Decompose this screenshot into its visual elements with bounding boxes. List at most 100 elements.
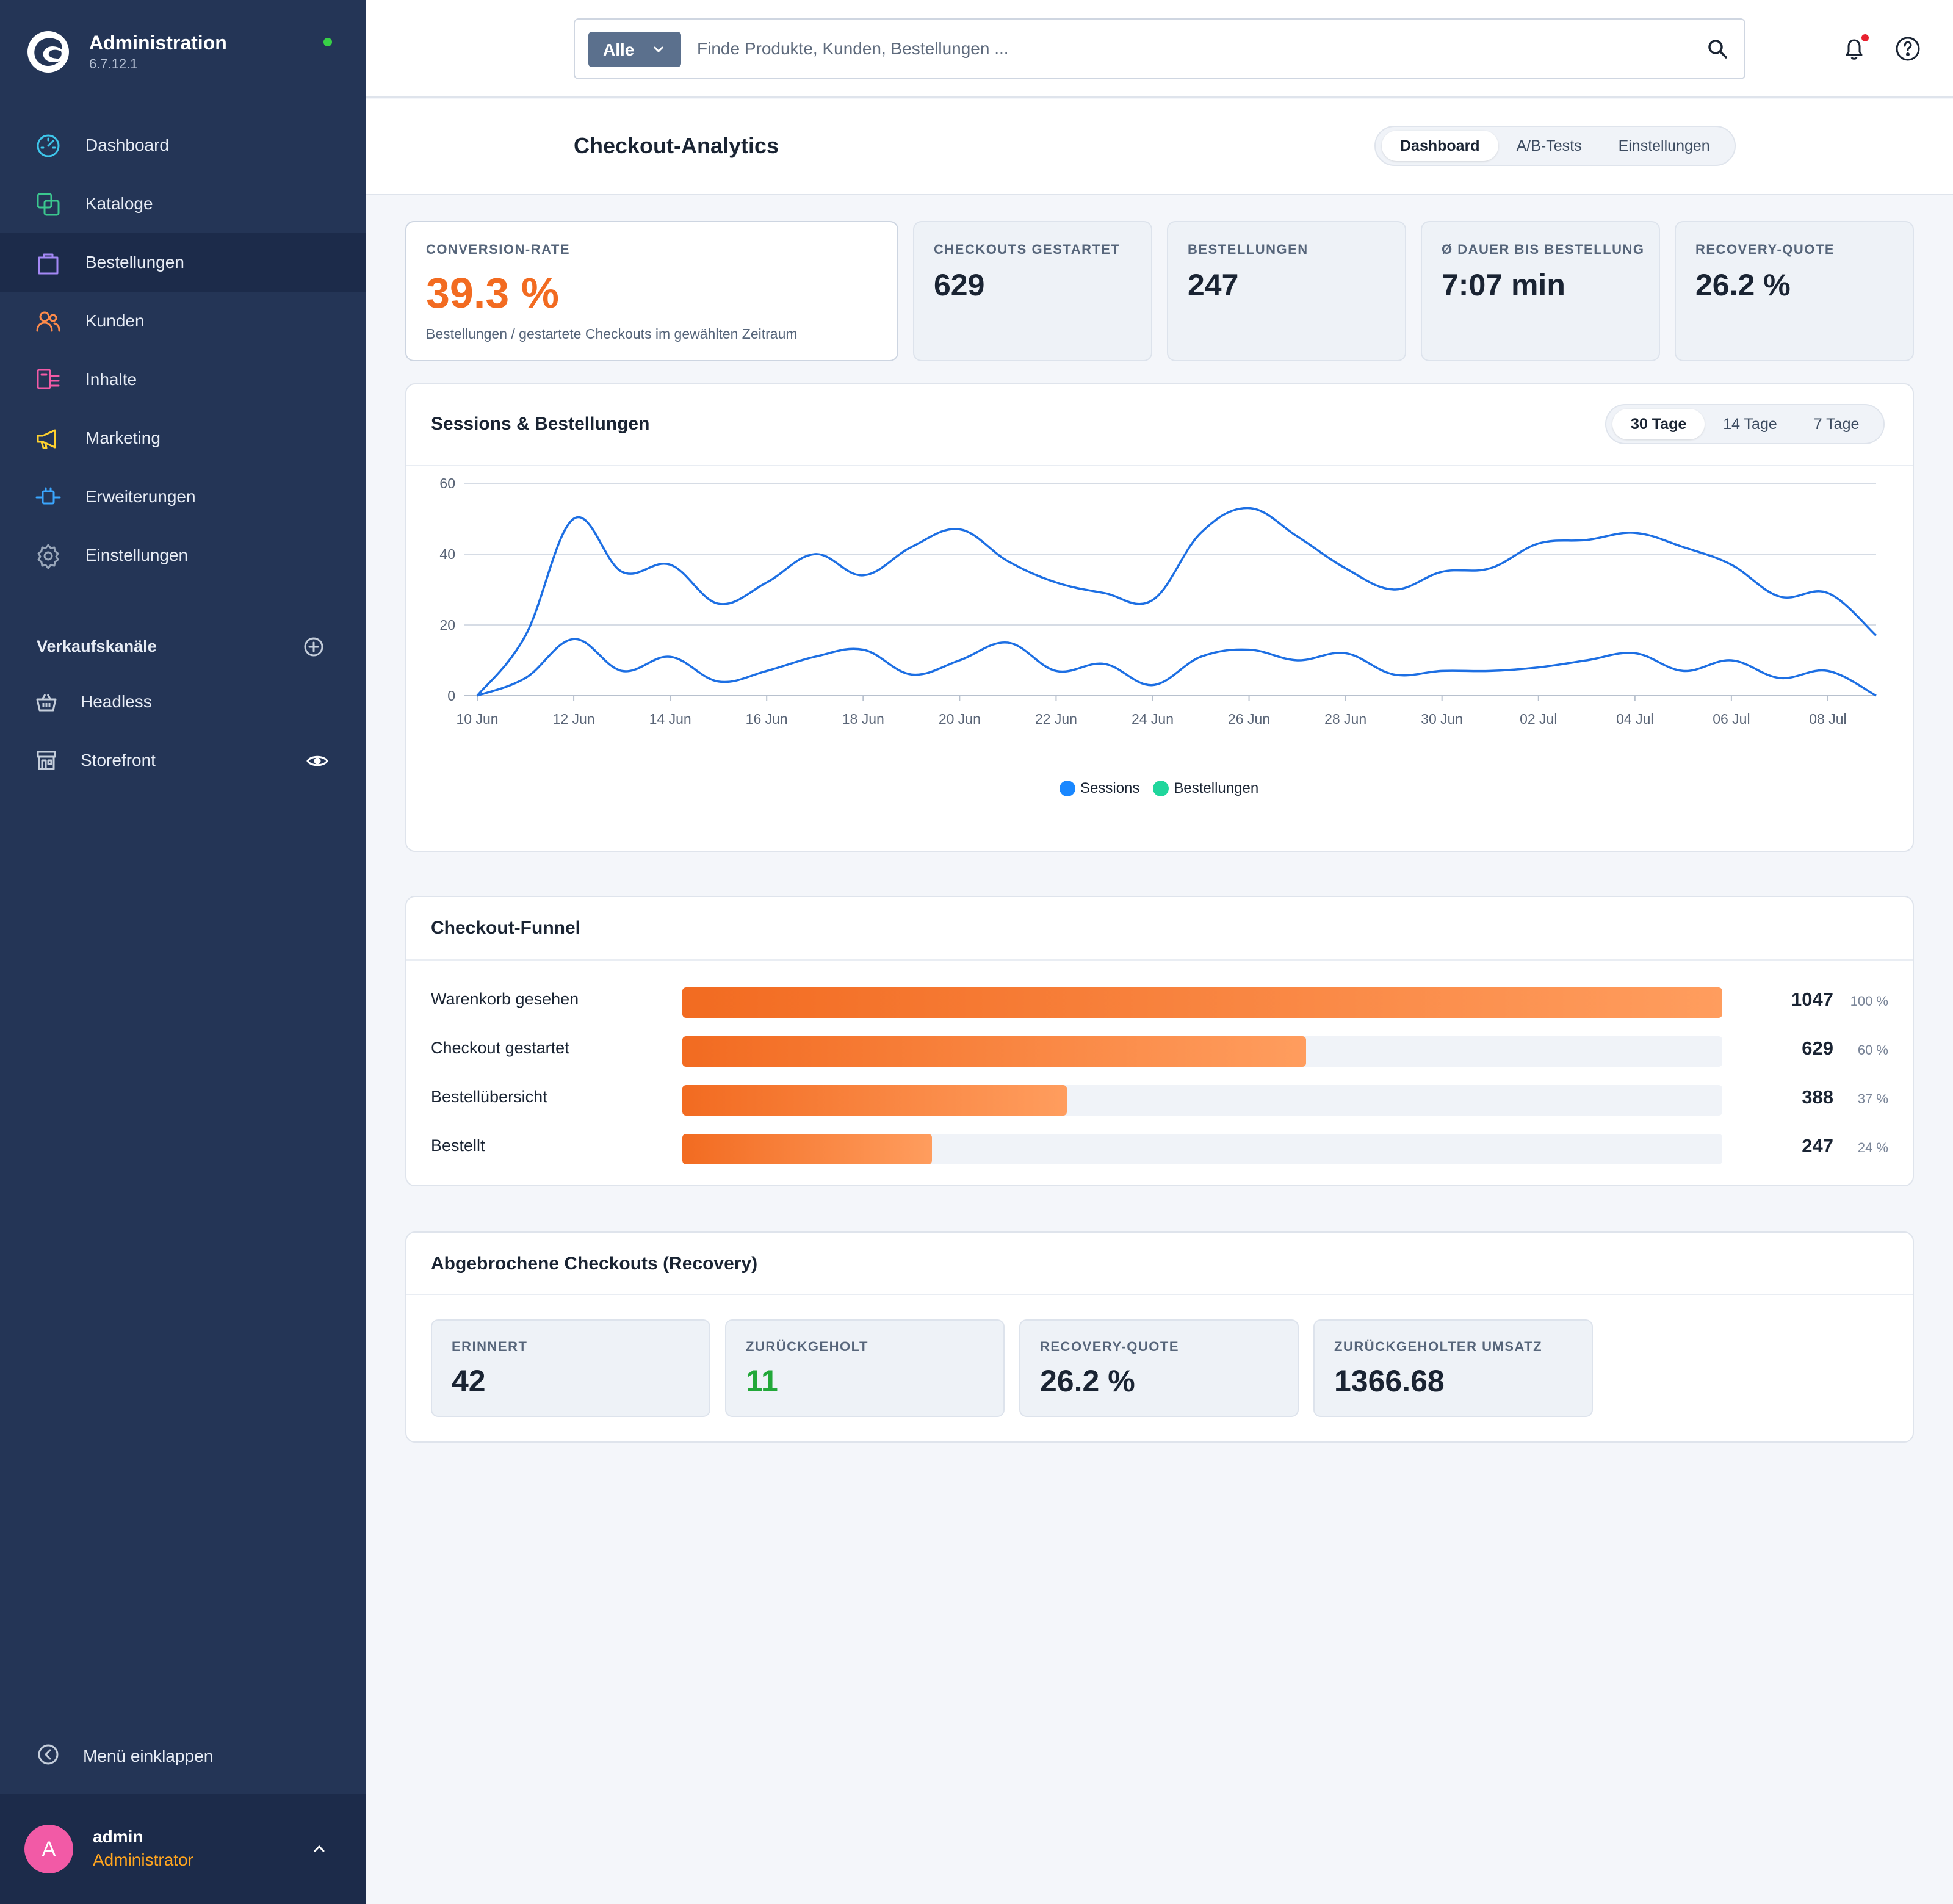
- recovery-value: 1366.68: [1334, 1364, 1445, 1398]
- x-tick-label: 30 Jun: [1421, 711, 1463, 727]
- kpi-card-conversion-rate: CONVERSION-RATE 39.3 % Bestellungen / ge…: [405, 221, 898, 361]
- user-menu[interactable]: A admin Administrator: [0, 1794, 366, 1904]
- y-tick-label: 20: [439, 617, 455, 633]
- plugin-icon: [35, 487, 61, 505]
- sidebar-item-label: Erweiterungen: [85, 487, 196, 506]
- catalog-icon: [37, 193, 60, 216]
- basket-icon: [36, 694, 57, 712]
- x-tick-label: 20 Jun: [939, 711, 981, 727]
- funnel-bar-fill: [682, 1134, 932, 1164]
- x-tick-label: 10 Jun: [456, 711, 498, 727]
- chevron-down-icon: [654, 46, 663, 53]
- kpi-card-recovery-rate: RECOVERY-QUOTE 26.2 %: [1675, 221, 1914, 361]
- funnel-bar-track: [682, 1036, 1722, 1067]
- user-name: admin: [93, 1827, 143, 1846]
- sidebar-item-bestellungen[interactable]: Bestellungen: [0, 233, 366, 292]
- recovery-panel: Abgebrochene Checkouts (Recovery) ERINNE…: [405, 1231, 1914, 1443]
- sales-channels-title: Verkaufskanäle: [37, 637, 157, 655]
- help-icon[interactable]: [1894, 35, 1921, 62]
- x-tick-label: 12 Jun: [553, 711, 595, 727]
- add-circle-icon[interactable]: [303, 636, 325, 658]
- kpi-card-orders: BESTELLUNGEN 247: [1167, 221, 1406, 361]
- funnel-row: Bestellübersicht 388 37 %: [406, 1081, 1913, 1118]
- tab-dashboard[interactable]: Dashboard: [1382, 131, 1498, 161]
- gear-icon: [37, 544, 59, 569]
- collapse-menu-label: Menü einklappen: [83, 1747, 214, 1765]
- funnel-percent: 100 %: [1850, 993, 1888, 1009]
- funnel-step-label: Bestellübersicht: [431, 1087, 547, 1106]
- sales-channel-storefront[interactable]: Storefront: [0, 731, 366, 790]
- funnel-step-label: Bestellt: [431, 1136, 485, 1155]
- range-30-days[interactable]: 30 Tage: [1612, 409, 1705, 439]
- tab-einstellungen[interactable]: Einstellungen: [1618, 137, 1710, 154]
- dashboard-gauge-icon: [37, 134, 60, 157]
- notification-dot: [1861, 34, 1869, 41]
- legend-swatch-sessions: [1060, 781, 1075, 796]
- collapse-menu-button[interactable]: Menü einklappen: [37, 1740, 342, 1771]
- sales-channel-label: Headless: [81, 692, 152, 711]
- kpi-label: CONVERSION-RATE: [426, 242, 570, 257]
- funnel-bar-fill: [682, 1085, 1067, 1116]
- search-input[interactable]: [697, 29, 1649, 68]
- chart-legend: Sessions Bestellungen: [1060, 780, 1272, 797]
- panel-header: Abgebrochene Checkouts (Recovery): [406, 1233, 1913, 1295]
- funnel-row: Warenkorb gesehen 1047 100 %: [406, 984, 1913, 1020]
- x-tick-label: 22 Jun: [1035, 711, 1077, 727]
- series-line-bestellungen: [477, 638, 1877, 697]
- search-icon[interactable]: [1705, 37, 1730, 61]
- recovery-label: ZURÜCKGEHOLTER UMSATZ: [1334, 1339, 1543, 1354]
- range-tabs: 30 Tage 14 Tage 7 Tage: [1605, 404, 1885, 444]
- sidebar-item-label: Bestellungen: [85, 253, 184, 272]
- sidebar-item-kunden[interactable]: Kunden: [0, 292, 366, 350]
- funnel-count: 247: [1802, 1135, 1833, 1156]
- x-tick-label: 26 Jun: [1228, 711, 1270, 727]
- chevron-up-icon[interactable]: [310, 1839, 328, 1858]
- legend-item-orders[interactable]: Bestellungen: [1153, 780, 1258, 797]
- search-scope-label: Alle: [603, 40, 635, 59]
- funnel-bar-track: [682, 1134, 1722, 1164]
- x-tick-label: 08 Jul: [1809, 711, 1846, 727]
- sidebar-item-marketing[interactable]: Marketing: [0, 409, 366, 467]
- tab-ab-tests[interactable]: A/B-Tests: [1516, 137, 1582, 154]
- recovery-label: RECOVERY-QUOTE: [1040, 1339, 1179, 1354]
- sales-channel-label: Storefront: [81, 751, 156, 770]
- x-tick-label: 06 Jul: [1713, 711, 1750, 727]
- recovery-card-recovered: ZURÜCKGEHOLT 11: [725, 1319, 1005, 1417]
- brand[interactable]: Administration 6.7.12.1: [26, 29, 343, 78]
- sidebar-item-erweiterungen[interactable]: Erweiterungen: [0, 467, 366, 526]
- funnel-percent: 37 %: [1857, 1091, 1888, 1106]
- chevron-left-circle-icon: [38, 1744, 59, 1765]
- x-tick-label: 02 Jul: [1520, 711, 1557, 727]
- funnel-percent: 24 %: [1857, 1140, 1888, 1155]
- range-14-days[interactable]: 14 Tage: [1723, 415, 1777, 433]
- kpi-value: 247: [1188, 268, 1239, 302]
- eye-icon[interactable]: [306, 752, 328, 770]
- notification-bell-icon[interactable]: [1841, 35, 1868, 62]
- sidebar-item-kataloge[interactable]: Kataloge: [0, 175, 366, 233]
- recovery-value: 11: [746, 1364, 778, 1398]
- range-7-days[interactable]: 7 Tage: [1813, 415, 1860, 433]
- funnel-count: 629: [1802, 1037, 1833, 1059]
- page-title: Checkout-Analytics: [574, 133, 779, 158]
- panel-header: Checkout-Funnel: [406, 897, 1913, 961]
- kpi-label: RECOVERY-QUOTE: [1695, 242, 1835, 257]
- sidebar-item-inhalte[interactable]: Inhalte: [0, 350, 366, 409]
- user-role: Administrator: [93, 1850, 193, 1869]
- search-scope-dropdown[interactable]: Alle: [588, 32, 681, 67]
- sales-channel-headless[interactable]: Headless: [0, 673, 366, 731]
- legend-swatch-orders: [1153, 781, 1169, 796]
- kpi-value: 7:07 min: [1442, 268, 1565, 302]
- y-tick-label: 60: [439, 475, 455, 491]
- kpi-value: 629: [934, 268, 985, 302]
- legend-label: Bestellungen: [1174, 780, 1259, 796]
- sidebar-item-label: Marketing: [85, 428, 161, 447]
- x-tick-label: 04 Jul: [1616, 711, 1653, 727]
- x-tick-label: 24 Jun: [1132, 711, 1174, 727]
- funnel-bar-fill: [682, 1036, 1307, 1067]
- sidebar-item-dashboard[interactable]: Dashboard: [0, 116, 366, 175]
- recovery-label: ERINNERT: [452, 1339, 528, 1354]
- shopware-logo: [27, 31, 69, 73]
- sidebar-item-einstellungen[interactable]: Einstellungen: [0, 526, 366, 585]
- legend-item-sessions[interactable]: Sessions: [1060, 780, 1139, 797]
- funnel-count: 1047: [1791, 989, 1833, 1010]
